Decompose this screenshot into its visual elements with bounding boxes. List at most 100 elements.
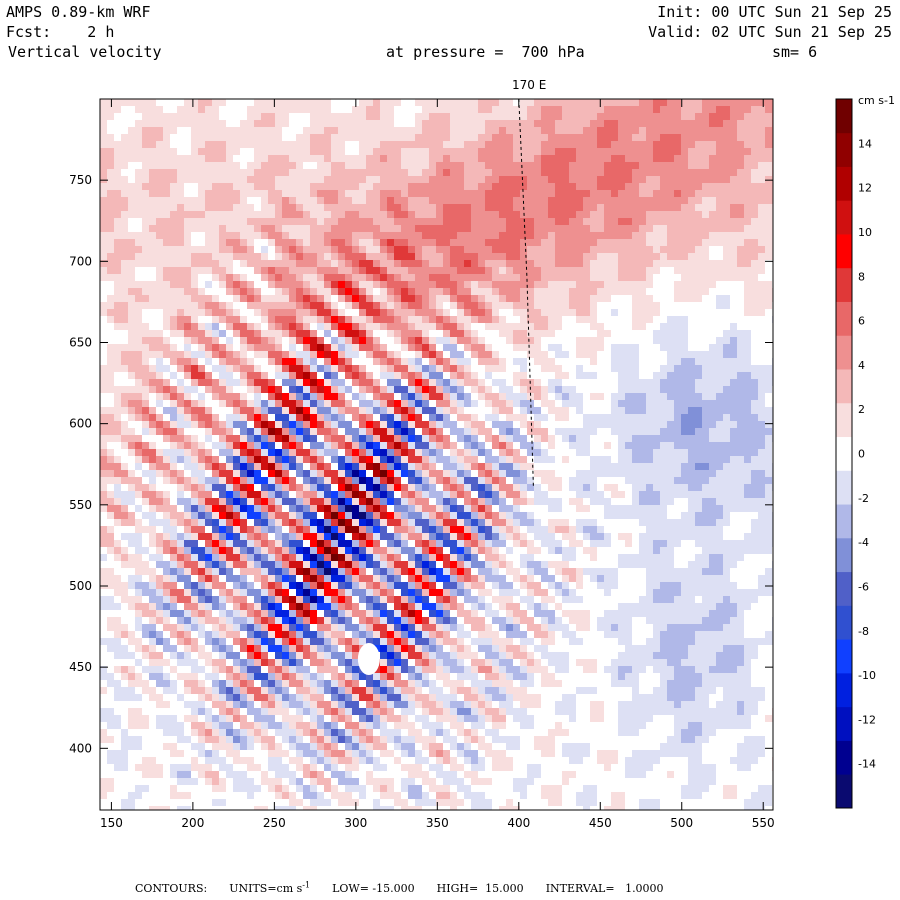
field-cell <box>240 169 248 177</box>
field-cell <box>261 442 269 450</box>
field-cell <box>394 316 402 324</box>
field-cell <box>457 99 465 107</box>
field-cell <box>569 393 577 401</box>
field-cell <box>597 134 605 142</box>
field-cell <box>324 253 332 261</box>
field-cell <box>401 148 409 156</box>
field-cell <box>310 421 318 429</box>
field-cell <box>324 141 332 149</box>
field-cell <box>457 386 465 394</box>
field-cell <box>415 162 423 170</box>
field-cell <box>177 232 185 240</box>
field-cell <box>527 281 535 289</box>
field-cell <box>548 204 556 212</box>
field-cell <box>268 288 276 296</box>
field-cell <box>247 351 255 359</box>
field-cell <box>506 358 514 366</box>
field-cell <box>471 120 479 128</box>
field-cell <box>548 267 556 275</box>
field-cell <box>534 323 542 331</box>
field-cell <box>219 120 227 128</box>
field-cell <box>226 260 234 268</box>
field-cell <box>702 414 710 422</box>
field-cell <box>408 365 416 373</box>
field-cell <box>443 316 451 324</box>
field-cell <box>492 190 500 198</box>
field-cell <box>212 204 220 212</box>
field-cell <box>450 218 458 226</box>
field-cell <box>149 414 157 422</box>
field-cell <box>681 204 689 212</box>
field-cell <box>380 204 388 212</box>
field-cell <box>317 435 325 443</box>
field-cell <box>275 323 283 331</box>
field-cell <box>744 323 752 331</box>
field-cell <box>744 148 752 156</box>
field-cell <box>709 106 717 114</box>
field-cell <box>282 288 290 296</box>
field-cell <box>737 197 745 205</box>
field-cell <box>338 253 346 261</box>
field-cell <box>401 218 409 226</box>
field-cell <box>429 169 437 177</box>
field-cell <box>457 155 465 163</box>
field-cell <box>338 127 346 135</box>
field-cell <box>660 428 668 436</box>
field-cell <box>205 295 213 303</box>
field-cell <box>324 246 332 254</box>
field-cell <box>163 267 171 275</box>
field-cell <box>394 204 402 212</box>
field-cell <box>247 218 255 226</box>
field-cell <box>275 442 283 450</box>
field-cell <box>289 295 297 303</box>
field-cell <box>436 225 444 233</box>
field-cell <box>219 113 227 121</box>
field-cell <box>625 288 633 296</box>
field-cell <box>464 253 472 261</box>
field-cell <box>212 106 220 114</box>
field-cell <box>142 421 150 429</box>
field-cell <box>310 204 318 212</box>
field-cell <box>128 197 136 205</box>
field-cell <box>289 386 297 394</box>
field-cell <box>765 162 773 170</box>
field-cell <box>485 365 493 373</box>
field-cell <box>681 323 689 331</box>
field-cell <box>506 267 514 275</box>
field-cell <box>681 162 689 170</box>
field-cell <box>730 400 738 408</box>
field-cell <box>275 309 283 317</box>
field-cell <box>688 442 696 450</box>
field-cell <box>534 183 542 191</box>
field-cell <box>296 456 304 464</box>
field-cell <box>422 246 430 254</box>
field-cell <box>667 141 675 149</box>
field-cell <box>597 148 605 156</box>
field-cell <box>289 449 297 457</box>
field-cell <box>674 358 682 366</box>
field-cell <box>541 183 549 191</box>
field-cell <box>324 211 332 219</box>
field-cell <box>324 239 332 247</box>
field-cell <box>408 218 416 226</box>
field-cell <box>429 120 437 128</box>
field-cell <box>114 407 122 415</box>
field-cell <box>429 435 437 443</box>
field-cell <box>555 246 563 254</box>
field-cell <box>233 435 241 443</box>
field-cell <box>198 372 206 380</box>
field-cell <box>422 134 430 142</box>
field-cell <box>646 302 654 310</box>
field-cell <box>345 365 353 373</box>
field-cell <box>597 435 605 443</box>
field-cell <box>723 239 731 247</box>
field-cell <box>352 267 360 275</box>
field-cell <box>380 393 388 401</box>
field-cell <box>275 211 283 219</box>
field-cell <box>324 428 332 436</box>
field-cell <box>709 358 717 366</box>
field-cell <box>163 218 171 226</box>
field-cell <box>352 316 360 324</box>
field-cell <box>506 288 514 296</box>
field-cell <box>149 204 157 212</box>
